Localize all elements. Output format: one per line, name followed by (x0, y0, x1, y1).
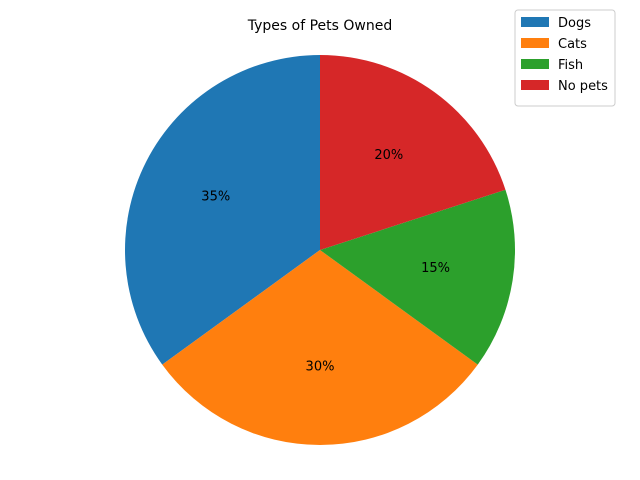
pie-slice-dogs (124, 55, 320, 365)
legend-label: No pets (558, 79, 608, 94)
pie-slice-fish (320, 189, 515, 365)
pie-value-label: 30% (306, 360, 335, 375)
pie-slice-no-pets (320, 55, 506, 250)
pie-slice-cats (162, 250, 478, 446)
legend-label: Cats (558, 37, 587, 52)
legend-swatch-no-pets (521, 80, 549, 90)
legend: Dogs Cats Fish No pets (514, 9, 616, 107)
legend-swatch-cats (521, 38, 549, 48)
pie-value-label: 35% (201, 189, 230, 204)
legend-label: Fish (558, 58, 583, 73)
chart-title: Types of Pets Owned (247, 18, 392, 34)
pie-value-label: 15% (421, 261, 450, 276)
legend-label: Dogs (558, 16, 591, 31)
pie-value-label: 20% (374, 148, 403, 163)
pie-slices (124, 55, 515, 446)
legend-swatch-fish (521, 59, 549, 69)
legend-swatch-dogs (521, 17, 549, 27)
pie-value-labels: 35% 30% 15% 20% (201, 148, 450, 375)
